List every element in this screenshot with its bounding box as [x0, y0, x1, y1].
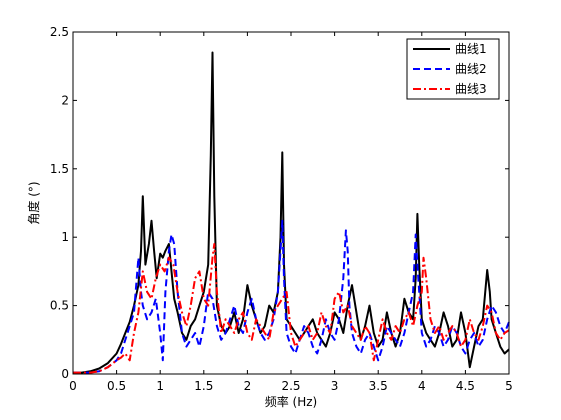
y-tick-label: 1 — [61, 230, 69, 244]
x-axis-title: 频率 (Hz) — [265, 394, 318, 409]
x-tick-label: 0 — [69, 379, 77, 393]
x-tick-label: 3.5 — [369, 379, 388, 393]
series-line-1 — [73, 51, 510, 374]
y-tick-label: 0 — [61, 367, 69, 381]
x-tick-label: 2 — [244, 379, 252, 393]
x-tick-label: 4 — [418, 379, 426, 393]
legend: 曲线1 曲线2 曲线3 — [406, 38, 500, 100]
legend-label-2: 曲线2 — [455, 62, 487, 76]
x-tick-label: 1 — [156, 379, 164, 393]
x-tick-label: 2.5 — [281, 379, 300, 393]
series-line-3 — [73, 243, 510, 374]
x-tick-label: 5 — [505, 379, 513, 393]
y-tick-label: 2 — [61, 93, 69, 107]
legend-label-3: 曲线3 — [455, 82, 487, 96]
ticks-layer: 0 0.5 1 1.5 2 2.5 3 3.5 4 4.5 5 0 0.5 1 1.5 2 2.5 — [50, 25, 513, 393]
y-tick-label: 0.5 — [50, 299, 69, 313]
y-axis-title: 角度 (°) — [26, 181, 41, 224]
y-tick-label: 1.5 — [50, 162, 69, 176]
y-tick-label: 2.5 — [50, 25, 69, 39]
x-tick-label: 4.5 — [456, 379, 475, 393]
x-tick-label: 0.5 — [107, 379, 126, 393]
x-tick-label: 1.5 — [194, 379, 213, 393]
series-layer — [73, 51, 510, 374]
legend-label-1: 曲线1 — [455, 42, 487, 56]
x-tick-label: 3 — [331, 379, 339, 393]
